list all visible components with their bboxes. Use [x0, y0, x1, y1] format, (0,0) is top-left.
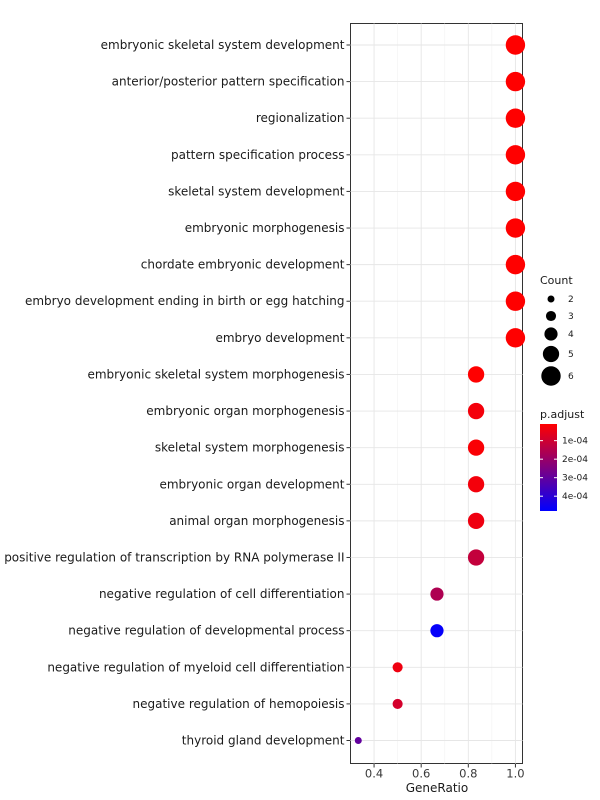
y-tick-label: pattern specification process — [171, 148, 345, 162]
size-legend-key — [547, 295, 555, 303]
y-tick-label: embryonic morphogenesis — [185, 221, 345, 235]
y-tick-label: embryonic skeletal system morphogenesis — [87, 367, 344, 381]
y-tick-label: chordate embryonic development — [141, 258, 345, 272]
x-tick-label: 0.6 — [412, 767, 430, 781]
size-legend-label: 5 — [568, 350, 574, 360]
color-legend-label: 1e-04 — [562, 437, 588, 447]
y-tick-label: thyroid gland development — [182, 734, 345, 748]
size-legend-title: Count — [540, 274, 573, 287]
data-point — [505, 218, 526, 238]
grid-lines — [350, 23, 523, 764]
y-axis-labels: embryonic skeletal system development ant… — [4, 38, 351, 748]
data-point — [354, 737, 362, 744]
data-point — [467, 366, 485, 383]
y-tick-label: negative regulation of hemopoiesis — [133, 697, 345, 711]
size-legend-label: 6 — [568, 372, 574, 382]
y-tick-label: embryonic organ morphogenesis — [146, 404, 344, 418]
size-legend-key — [541, 366, 561, 386]
y-tick-label: regionalization — [256, 111, 345, 125]
color-bar — [540, 424, 557, 511]
y-tick-label: embryo development ending in birth or eg… — [25, 294, 345, 308]
size-legend-label: 3 — [568, 312, 574, 322]
color-legend: p.adjust 1e-04 2e-04 3e-04 4e-04 — [540, 408, 588, 511]
data-point — [505, 71, 526, 92]
data-point — [430, 624, 444, 638]
data-point — [392, 698, 403, 709]
data-point — [505, 291, 526, 311]
y-tick-label: negative regulation of cell differentiat… — [99, 587, 345, 601]
data-point — [467, 402, 485, 420]
data-point — [392, 662, 403, 673]
data-point — [430, 587, 444, 601]
y-tick-label: embryo development — [215, 331, 344, 345]
x-tick-label: 0.4 — [365, 767, 383, 781]
data-point — [505, 181, 526, 202]
size-legend-key — [545, 310, 557, 322]
plot-panel — [350, 23, 523, 764]
y-tick-label: embryonic organ development — [159, 477, 344, 491]
y-tick-label: embryonic skeletal system development — [101, 38, 345, 52]
size-legend: Count 2 3 4 5 6 — [540, 274, 574, 386]
data-point — [505, 328, 526, 348]
data-point — [467, 439, 485, 456]
size-legend-key — [544, 327, 558, 341]
data-point — [505, 254, 526, 275]
y-tick-label: negative regulation of myeloid cell diff… — [47, 660, 344, 674]
data-point — [505, 108, 526, 128]
data-point — [467, 512, 485, 530]
color-legend-title: p.adjust — [540, 408, 585, 421]
color-legend-label: 3e-04 — [562, 474, 588, 484]
y-tick-label: skeletal system development — [168, 184, 345, 198]
size-legend-label: 4 — [568, 330, 574, 340]
x-tick-label: 1.0 — [506, 767, 524, 781]
size-legend-key — [542, 345, 560, 363]
x-tick-label: 0.8 — [459, 767, 477, 781]
size-legend-label: 2 — [568, 295, 574, 305]
y-tick-label: positive regulation of transcription by … — [4, 550, 344, 564]
color-legend-label: 2e-04 — [562, 455, 588, 465]
data-point — [505, 145, 526, 165]
y-tick-label: skeletal system morphogenesis — [155, 441, 345, 455]
x-axis-title: GeneRatio — [406, 781, 468, 795]
data-point — [505, 35, 526, 55]
data-points — [354, 35, 526, 744]
x-axis: 0.4 0.6 0.8 1.0 — [365, 763, 525, 781]
color-legend-label: 4e-04 — [562, 492, 588, 502]
data-point — [467, 549, 485, 566]
y-tick-label: negative regulation of developmental pro… — [68, 624, 344, 638]
data-point — [467, 476, 485, 493]
y-tick-label: animal organ morphogenesis — [169, 514, 344, 528]
y-tick-label: anterior/posterior pattern specification — [112, 75, 345, 89]
